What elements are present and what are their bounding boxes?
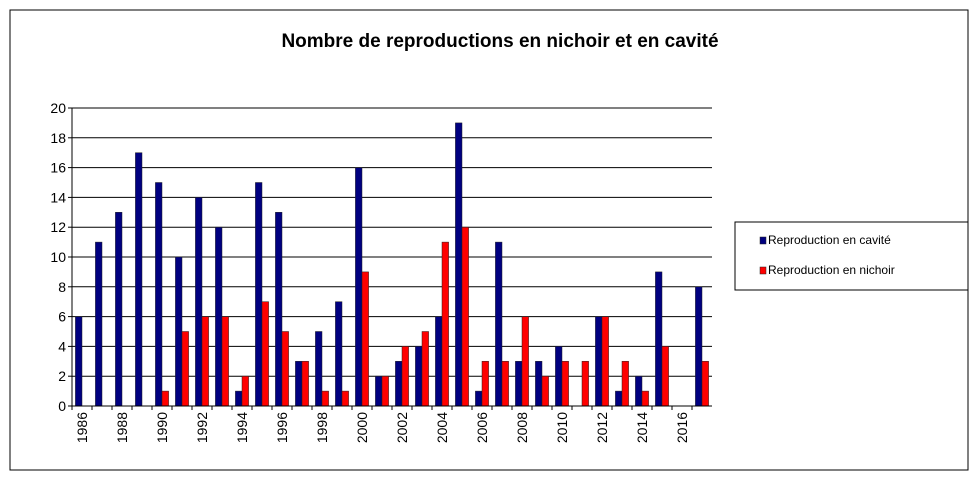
y-tick-label: 10 <box>50 249 66 265</box>
bar <box>581 361 589 407</box>
y-tick-label: 14 <box>50 189 66 205</box>
x-tick-label: 1998 <box>314 412 330 443</box>
bar <box>395 361 403 407</box>
y-tick-label: 16 <box>50 160 66 176</box>
y-tick-label: 6 <box>58 309 66 325</box>
bar <box>255 182 263 407</box>
bar <box>541 375 549 407</box>
bar <box>381 375 389 407</box>
bar <box>621 361 629 407</box>
bar <box>455 122 463 407</box>
bar <box>661 346 669 407</box>
bar <box>601 316 609 407</box>
x-tick-label: 2016 <box>674 412 690 443</box>
bar <box>401 346 409 407</box>
x-tick-label: 2012 <box>594 412 610 443</box>
bar <box>235 390 243 407</box>
legend-swatch <box>759 236 767 245</box>
y-tick-label: 2 <box>58 368 66 384</box>
bar <box>521 316 529 407</box>
bar <box>275 212 283 407</box>
bar <box>595 316 603 407</box>
bar <box>415 346 423 407</box>
bar <box>361 271 369 407</box>
bar <box>441 241 449 407</box>
legend-label: Reproduction en cavité <box>768 233 891 247</box>
bar <box>195 197 203 407</box>
bar <box>475 390 483 407</box>
x-tick-label: 1990 <box>154 412 170 443</box>
y-tick-label: 8 <box>58 279 66 295</box>
bar <box>95 241 103 407</box>
legend-label: Reproduction en nichoir <box>768 263 895 277</box>
legend-swatch <box>759 266 767 275</box>
bar <box>515 361 523 407</box>
bar <box>115 212 123 407</box>
bar <box>75 316 83 407</box>
bar <box>435 316 443 407</box>
y-tick-label: 18 <box>50 130 66 146</box>
bar <box>221 316 229 407</box>
x-tick-label: 1986 <box>74 412 90 443</box>
bar <box>201 316 209 407</box>
bar <box>421 331 429 407</box>
bar <box>315 331 323 407</box>
x-tick-label: 1994 <box>234 412 250 443</box>
bar <box>335 301 343 407</box>
bar <box>695 286 703 407</box>
x-tick-label: 1996 <box>274 412 290 443</box>
y-tick-label: 0 <box>58 398 66 414</box>
bar <box>281 331 289 407</box>
bar <box>135 152 143 407</box>
y-tick-label: 12 <box>50 219 66 235</box>
bar <box>555 346 563 407</box>
bar <box>615 390 623 407</box>
bar <box>261 301 269 407</box>
bar <box>155 182 163 407</box>
legend-box <box>734 221 969 291</box>
x-tick-label: 1988 <box>114 412 130 443</box>
bar <box>655 271 663 407</box>
x-tick-label: 1992 <box>194 412 210 443</box>
x-tick-label: 2014 <box>634 412 650 443</box>
x-tick-label: 2008 <box>514 412 530 443</box>
y-tick-label: 20 <box>50 100 66 116</box>
chart-title: Nombre de reproductions en nichoir et en… <box>281 31 718 52</box>
bar <box>535 361 543 407</box>
bar <box>161 390 169 407</box>
bar <box>635 375 643 407</box>
x-tick-label: 2002 <box>394 412 410 443</box>
bar <box>295 361 303 407</box>
bar <box>181 331 189 407</box>
bar <box>375 375 383 407</box>
bar <box>501 361 509 407</box>
bar <box>241 375 249 407</box>
bar <box>561 361 569 407</box>
x-tick-label: 2010 <box>554 412 570 443</box>
bar <box>495 241 503 407</box>
bar <box>461 226 469 407</box>
y-tick-label: 4 <box>58 338 66 354</box>
bar <box>481 361 489 407</box>
x-tick-label: 2000 <box>354 412 370 443</box>
bar <box>215 226 223 407</box>
bar <box>641 390 649 407</box>
bar <box>301 361 309 407</box>
bar <box>355 167 363 407</box>
bar <box>701 361 709 407</box>
bar <box>341 390 349 407</box>
x-tick-label: 2004 <box>434 412 450 443</box>
bar <box>175 256 183 407</box>
x-tick-label: 2006 <box>474 412 490 443</box>
bar <box>321 390 329 407</box>
